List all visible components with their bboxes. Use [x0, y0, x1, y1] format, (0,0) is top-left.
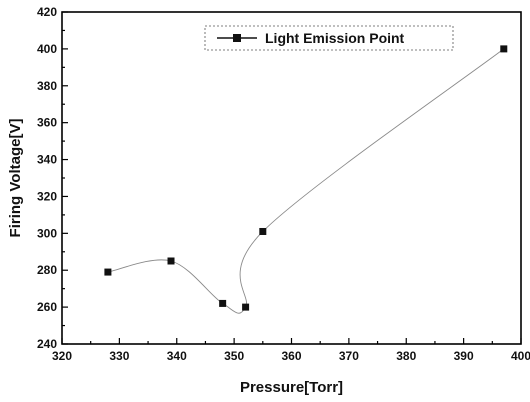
y-tick-label: 400 — [37, 42, 57, 56]
x-tick-label: 340 — [167, 349, 187, 363]
y-tick-label: 280 — [37, 263, 57, 277]
x-tick-label: 360 — [281, 349, 301, 363]
axes: 320 330 340 350 360 370 380 390 400 240 260 280 300 3… — [37, 5, 530, 363]
data-point — [219, 300, 226, 307]
x-tick-label: 380 — [396, 349, 416, 363]
data-point — [242, 304, 249, 311]
series-curve-group — [108, 49, 504, 313]
data-point — [104, 269, 111, 276]
y-tick-label: 360 — [37, 116, 57, 130]
y-tick-label: 340 — [37, 153, 57, 167]
x-tick-label: 320 — [52, 349, 72, 363]
legend: Light Emission Point — [205, 26, 453, 50]
x-axis-title: Pressure[Torr] — [240, 379, 343, 396]
y-tick-label: 260 — [37, 300, 57, 314]
data-point — [500, 45, 507, 52]
x-tick-label: 390 — [454, 349, 474, 363]
x-tick-label: 330 — [109, 349, 129, 363]
plot-frame — [62, 12, 521, 344]
series-markers — [104, 45, 507, 310]
data-point — [259, 228, 266, 235]
y-tick-label: 380 — [37, 79, 57, 93]
series-curve — [108, 49, 504, 313]
x-tick-label: 400 — [511, 349, 530, 363]
y-tick-label: 300 — [37, 226, 57, 240]
y-tick-label: 240 — [37, 337, 57, 351]
y-axis-title: Firing Voltage[V] — [7, 119, 24, 238]
legend-label: Light Emission Point — [265, 30, 405, 46]
y-tick-label: 420 — [37, 5, 57, 19]
legend-marker-icon — [233, 34, 241, 42]
x-tick-label: 370 — [339, 349, 359, 363]
y-tick-label: 320 — [37, 189, 57, 203]
data-point — [168, 258, 175, 265]
x-tick-label: 350 — [224, 349, 244, 363]
